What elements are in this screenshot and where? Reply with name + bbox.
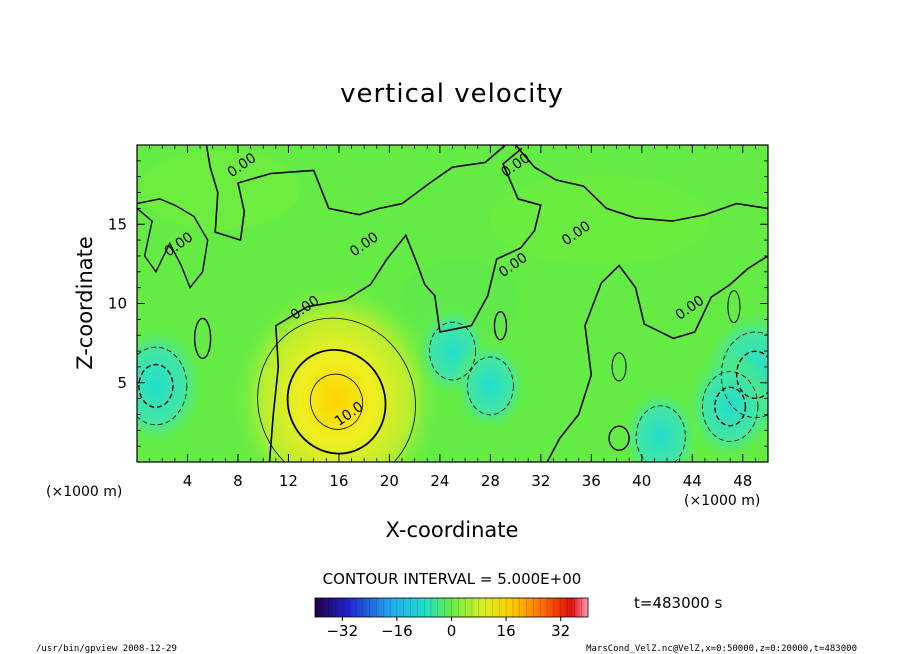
y-tick-label: 10: [108, 295, 127, 313]
y-axis-label: Z-coordinate: [73, 236, 97, 370]
x-axis-unit: (×1000 m): [684, 493, 760, 509]
updraft-contour: [257, 317, 416, 462]
downdraft-contour: [137, 346, 188, 426]
small-contour-lobe: [611, 352, 627, 382]
zero-contour-main: [268, 147, 542, 462]
zero-contour-top: [205, 145, 507, 242]
y-axis-unit: (×1000 m): [46, 484, 122, 500]
x-tick-label: 8: [233, 472, 243, 490]
colorbar-tick-label: −32: [326, 622, 358, 640]
x-tick-label: 16: [329, 472, 348, 490]
x-tick-label: 36: [582, 472, 601, 490]
downdraft-contour-inner: [735, 350, 768, 400]
downdraft-field: [685, 350, 768, 462]
time-label: t=483000 s: [634, 594, 722, 612]
colorbar-tick-label: 32: [551, 622, 570, 640]
x-tick-label: 28: [481, 472, 500, 490]
zero-contour-lobe: [608, 425, 630, 451]
x-tick-label: 40: [632, 472, 651, 490]
contour-interval-label: CONTOUR INTERVAL = 5.000E+00: [323, 570, 582, 588]
downdraft-field: [621, 387, 701, 462]
downdraft-field: [453, 339, 528, 433]
downdraft-contour: [720, 331, 768, 419]
zero-contour-lobe: [493, 310, 508, 341]
x-tick-label: 44: [683, 472, 702, 490]
x-tick-label: 32: [531, 472, 550, 490]
downdraft-contour: [635, 405, 686, 462]
x-tick-label: 20: [380, 472, 399, 490]
x-axis-label: X-coordinate: [386, 518, 519, 542]
y-tick-label: 5: [117, 374, 127, 392]
updraft-contour: [286, 348, 387, 455]
x-tick-label: 48: [733, 472, 752, 490]
zero-contour-left: [137, 198, 209, 289]
updraft-contour: [310, 373, 364, 430]
updraft-field: [230, 279, 442, 462]
downdraft-contour: [466, 356, 514, 416]
downdraft-contour: [429, 321, 476, 381]
zero-contour-right: [546, 255, 768, 462]
downdraft-contour: [701, 371, 759, 442]
field-layer: [137, 145, 768, 462]
y-tick-label: 15: [108, 215, 127, 233]
x-tick-label: 24: [430, 472, 449, 490]
zero-contour-top-right: [514, 145, 768, 222]
footer-right: MarsCond_VelZ.nc@VelZ,x=0:50000,z=0:2000…: [586, 644, 857, 654]
downdraft-contour-inner: [138, 363, 174, 408]
x-tick-label: 4: [183, 472, 193, 490]
colorbar-tick-label: 0: [447, 622, 457, 640]
x-tick-label: 12: [279, 472, 298, 490]
footer-left: /usr/bin/gpview 2008-12-29: [36, 644, 177, 654]
small-contour-lobe: [727, 290, 741, 324]
downdraft-field: [137, 323, 206, 449]
chart-title: vertical velocity: [340, 79, 564, 109]
zero-contour-lobe: [193, 317, 212, 360]
downdraft-contour-inner: [714, 386, 747, 427]
colorbar-tick-label: 16: [497, 622, 516, 640]
colorbar-tick-label: −16: [381, 622, 413, 640]
